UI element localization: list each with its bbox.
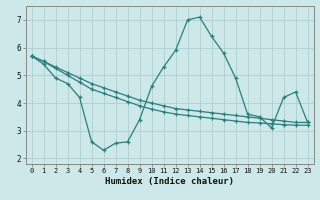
X-axis label: Humidex (Indice chaleur): Humidex (Indice chaleur)	[105, 177, 234, 186]
